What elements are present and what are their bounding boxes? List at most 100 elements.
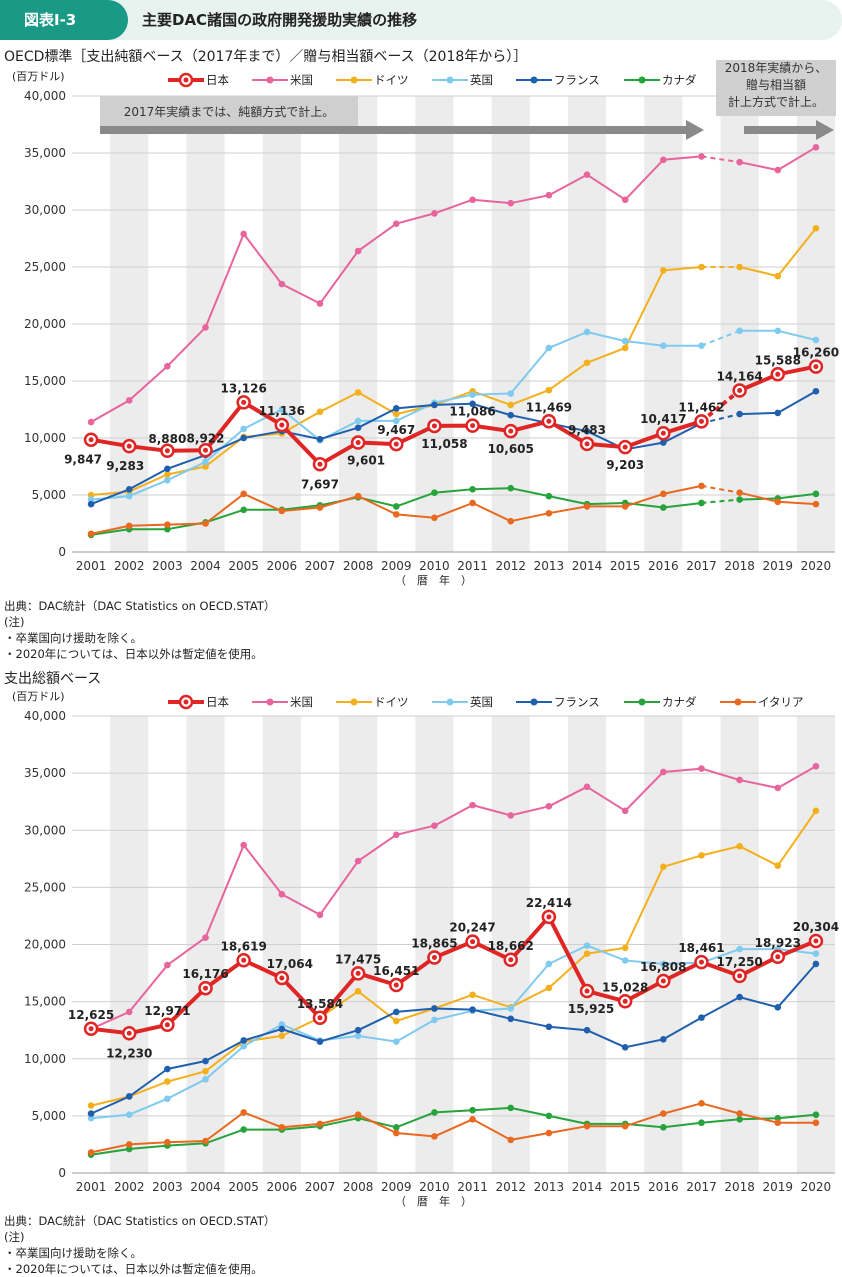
- data-label: 9,847: [64, 453, 102, 467]
- series-line-3: [90, 810, 817, 1107]
- chart2-section-title: 支出総額ベース: [4, 671, 102, 687]
- y-axis-unit: (百万ドル): [12, 690, 65, 703]
- x-tick-label: 2009: [381, 559, 412, 573]
- data-point: [278, 280, 286, 288]
- data-point: [545, 1112, 553, 1120]
- legend-label-2: 米国: [290, 695, 313, 709]
- data-point-dot: [775, 954, 781, 960]
- data-point: [202, 1137, 209, 1145]
- x-tick-label: 2004: [190, 1180, 221, 1194]
- data-point: [812, 500, 820, 508]
- data-point: [202, 1057, 209, 1065]
- data-point: [278, 507, 286, 515]
- x-tick-label: 2002: [114, 1180, 145, 1194]
- data-point: [812, 960, 820, 968]
- data-point: [583, 1122, 591, 1130]
- data-point-dot: [241, 957, 247, 963]
- data-point: [660, 1036, 667, 1043]
- data-point: [698, 1119, 705, 1127]
- data-point: [240, 1109, 247, 1116]
- y-tick-label: 30,000: [24, 823, 66, 837]
- data-point-dot: [508, 428, 514, 434]
- y-tick-label: 30,000: [24, 203, 66, 217]
- legend-marker: [638, 76, 646, 84]
- data-point: [469, 991, 476, 999]
- data-label: 15,028: [602, 980, 648, 994]
- data-point: [736, 776, 743, 784]
- data-point: [469, 1116, 476, 1123]
- data-point: [774, 862, 782, 869]
- data-point: [660, 342, 667, 349]
- data-point: [660, 504, 667, 511]
- x-tick-label: 2002: [114, 559, 145, 573]
- data-point: [507, 401, 515, 409]
- data-point: [202, 1068, 209, 1075]
- x-tick-label: 2012: [495, 1180, 526, 1194]
- data-point: [583, 783, 591, 791]
- data-point: [316, 300, 324, 307]
- chart1-note-head: (注): [4, 615, 25, 629]
- y-tick-label: 0: [58, 545, 66, 559]
- x-tick-label: 2006: [267, 559, 298, 573]
- y-tick-label: 20,000: [24, 317, 66, 331]
- data-label: 22,414: [526, 896, 572, 910]
- data-point: [354, 424, 362, 432]
- data-point: [164, 1095, 171, 1103]
- data-point: [164, 471, 171, 478]
- data-point-dot: [203, 985, 209, 991]
- data-point: [698, 1014, 705, 1021]
- data-point: [507, 390, 515, 397]
- data-point: [660, 267, 667, 274]
- legend-marker-dot: [183, 77, 189, 83]
- data-point-dot: [241, 399, 247, 405]
- chart2-source: 出典：DAC統計（DAC Statistics on OECD.STAT）: [4, 1214, 276, 1228]
- data-label: 17,250: [716, 955, 762, 969]
- legend-label-7: イタリア: [758, 695, 804, 709]
- data-point: [392, 1124, 400, 1131]
- data-point: [392, 417, 400, 425]
- data-point: [621, 807, 629, 815]
- series-dashed-7: [701, 484, 740, 494]
- series-line-2: [90, 155, 702, 423]
- data-point: [240, 1037, 247, 1044]
- data-point: [736, 158, 743, 166]
- data-point: [736, 993, 743, 1001]
- data-point: [660, 768, 667, 776]
- data-point: [774, 1119, 782, 1127]
- data-point: [431, 210, 438, 217]
- data-point: [431, 1109, 438, 1116]
- legend-label-4: 英国: [470, 695, 493, 709]
- data-point-dot: [88, 437, 94, 443]
- data-label: 18,662: [488, 939, 534, 953]
- figure-badge: 図表Ⅰ-3: [0, 0, 128, 40]
- data-point: [583, 503, 591, 510]
- legend-label-2: 米国: [290, 73, 313, 87]
- data-point: [621, 344, 629, 352]
- data-point: [202, 1076, 209, 1083]
- data-point-dot: [317, 461, 323, 467]
- data-point: [431, 514, 438, 522]
- annotation-right-line: 計上方式で計上。: [728, 94, 824, 109]
- annotation-box-right: [716, 60, 836, 116]
- legend-marker: [350, 76, 358, 84]
- legend-label-1: 日本: [206, 73, 229, 87]
- x-tick-label: 2005: [228, 1180, 259, 1194]
- data-point: [812, 336, 820, 344]
- x-tick-label: 2008: [343, 1180, 374, 1194]
- data-point: [774, 166, 782, 174]
- data-label: 18,923: [755, 936, 801, 950]
- data-point: [774, 1114, 782, 1122]
- data-point: [583, 942, 591, 949]
- data-point: [392, 220, 400, 227]
- data-point: [545, 191, 553, 199]
- chart2-note-head: (注): [4, 1230, 25, 1244]
- data-label: 20,247: [449, 921, 495, 935]
- data-label: 12,230: [106, 1046, 152, 1060]
- data-point-dot: [317, 1015, 323, 1021]
- data-label: 9,483: [568, 423, 606, 437]
- data-label: 18,619: [221, 939, 267, 953]
- x-tick-label: 2008: [343, 559, 374, 573]
- data-point: [392, 410, 400, 418]
- data-point: [202, 458, 209, 466]
- data-point: [660, 1124, 667, 1131]
